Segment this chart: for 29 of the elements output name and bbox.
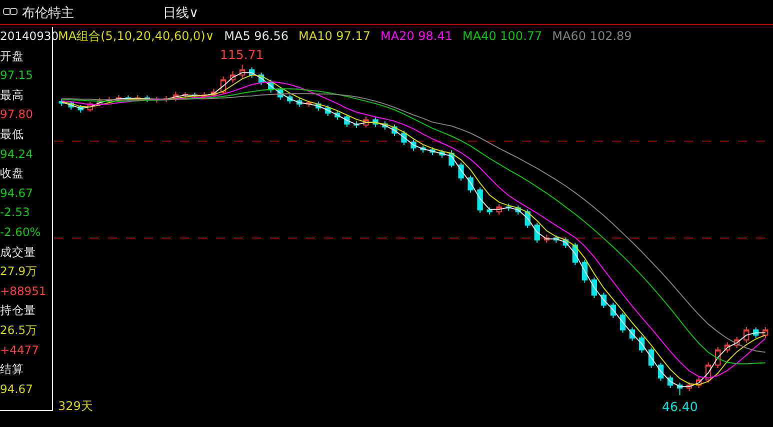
text: 94.67 — [0, 380, 34, 398]
text: 开盘 — [0, 48, 25, 65]
text: 94.67 — [0, 184, 34, 202]
text: 结算 — [0, 361, 25, 378]
chart-subtitle: 日线∨ — [163, 5, 199, 22]
text: MA60 102.89 — [552, 29, 632, 43]
text: +88951 — [0, 282, 48, 300]
text: MA20 98.41 — [380, 29, 453, 43]
text: 94.24 — [0, 146, 34, 163]
annotation: 46.40 — [662, 399, 698, 414]
text: 97.15 — [0, 67, 34, 84]
text: MA10 97.17 — [298, 29, 371, 43]
text: MA5 96.56 — [224, 29, 289, 43]
text: 最低 — [0, 126, 25, 143]
annotation: 115.71 — [220, 47, 264, 62]
text: MA40 100.77 — [462, 29, 542, 43]
text: 收盘 — [0, 165, 25, 182]
text: 成交量 — [0, 244, 37, 261]
annotation: 329天 — [58, 398, 93, 415]
annotation: MA组合(5,10,20,40,60,0)∨ — [58, 29, 214, 43]
text: 最高 — [0, 86, 25, 104]
text: -2.60% — [0, 224, 42, 241]
text: 持仓量 — [0, 302, 37, 320]
text: 27.9万 — [0, 263, 39, 280]
chart-title: 布伦特主 — [22, 5, 74, 22]
text: 97.80 — [0, 106, 34, 124]
text: -2.53 — [0, 204, 31, 222]
text: 26.5万 — [0, 322, 39, 339]
text: +4477 — [0, 342, 40, 358]
